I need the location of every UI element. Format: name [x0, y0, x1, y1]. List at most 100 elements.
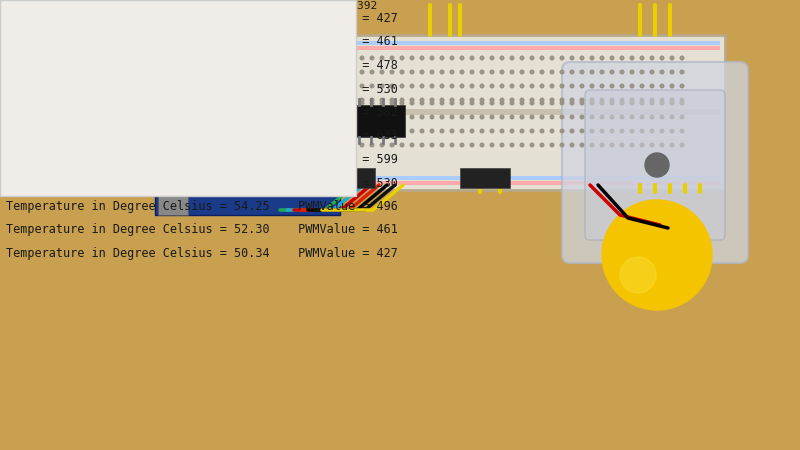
- Circle shape: [370, 115, 374, 119]
- Bar: [80, 176, 720, 180]
- Circle shape: [430, 70, 434, 74]
- Circle shape: [140, 84, 144, 88]
- Circle shape: [550, 129, 554, 133]
- Circle shape: [260, 56, 264, 60]
- Text: Temperature in Degree Celsius = 59.63    PWMValue = 582: Temperature in Degree Celsius = 59.63 PW…: [6, 106, 398, 119]
- Circle shape: [520, 101, 524, 105]
- Circle shape: [250, 98, 254, 102]
- Circle shape: [560, 143, 564, 147]
- Circle shape: [440, 115, 444, 119]
- Circle shape: [250, 101, 254, 105]
- Bar: [75, 35, 725, 190]
- Circle shape: [430, 129, 434, 133]
- Circle shape: [460, 101, 464, 105]
- Circle shape: [190, 101, 194, 105]
- Circle shape: [630, 70, 634, 74]
- Circle shape: [560, 70, 564, 74]
- Circle shape: [580, 98, 584, 102]
- Circle shape: [490, 101, 494, 105]
- Circle shape: [300, 70, 304, 74]
- Circle shape: [130, 56, 134, 60]
- Circle shape: [470, 143, 474, 147]
- Circle shape: [310, 84, 314, 88]
- Circle shape: [670, 84, 674, 88]
- Circle shape: [490, 115, 494, 119]
- Circle shape: [230, 98, 234, 102]
- Circle shape: [230, 70, 234, 74]
- Circle shape: [350, 129, 354, 133]
- Circle shape: [150, 115, 154, 119]
- Circle shape: [240, 98, 244, 102]
- Circle shape: [560, 84, 564, 88]
- Circle shape: [650, 129, 654, 133]
- Circle shape: [470, 84, 474, 88]
- Bar: [195, 60, 203, 78]
- Circle shape: [270, 56, 274, 60]
- Circle shape: [530, 101, 534, 105]
- Circle shape: [160, 56, 164, 60]
- Circle shape: [320, 56, 324, 60]
- Circle shape: [440, 98, 444, 102]
- Circle shape: [610, 101, 614, 105]
- Circle shape: [360, 84, 364, 88]
- Circle shape: [530, 115, 534, 119]
- Circle shape: [280, 101, 284, 105]
- Circle shape: [250, 84, 254, 88]
- Circle shape: [580, 56, 584, 60]
- Circle shape: [500, 115, 504, 119]
- Circle shape: [270, 115, 274, 119]
- Circle shape: [270, 98, 274, 102]
- Circle shape: [520, 84, 524, 88]
- Circle shape: [510, 143, 514, 147]
- Circle shape: [220, 84, 224, 88]
- Circle shape: [680, 115, 684, 119]
- Circle shape: [320, 115, 324, 119]
- Circle shape: [290, 56, 294, 60]
- Circle shape: [180, 98, 184, 102]
- Circle shape: [400, 70, 404, 74]
- Circle shape: [230, 129, 234, 133]
- Circle shape: [370, 70, 374, 74]
- Circle shape: [460, 98, 464, 102]
- Circle shape: [120, 98, 124, 102]
- Circle shape: [590, 129, 594, 133]
- Circle shape: [490, 56, 494, 60]
- Circle shape: [640, 115, 644, 119]
- Circle shape: [460, 84, 464, 88]
- Circle shape: [640, 143, 644, 147]
- Circle shape: [190, 98, 194, 102]
- Circle shape: [300, 129, 304, 133]
- Circle shape: [260, 101, 264, 105]
- Circle shape: [160, 84, 164, 88]
- Circle shape: [610, 56, 614, 60]
- Circle shape: [380, 115, 384, 119]
- Circle shape: [90, 143, 94, 147]
- Circle shape: [220, 70, 224, 74]
- Circle shape: [90, 84, 94, 88]
- Circle shape: [580, 129, 584, 133]
- Circle shape: [320, 143, 324, 147]
- Circle shape: [100, 70, 104, 74]
- Circle shape: [680, 98, 684, 102]
- Circle shape: [440, 84, 444, 88]
- Circle shape: [310, 70, 314, 74]
- Circle shape: [290, 129, 294, 133]
- Circle shape: [340, 129, 344, 133]
- Circle shape: [190, 84, 194, 88]
- Circle shape: [620, 257, 656, 293]
- Circle shape: [430, 115, 434, 119]
- Circle shape: [170, 143, 174, 147]
- Bar: [80, 41, 720, 45]
- Circle shape: [100, 84, 104, 88]
- Circle shape: [360, 101, 364, 105]
- Circle shape: [210, 143, 214, 147]
- Circle shape: [100, 143, 104, 147]
- Circle shape: [500, 98, 504, 102]
- Circle shape: [170, 84, 174, 88]
- Circle shape: [100, 98, 104, 102]
- Circle shape: [160, 129, 164, 133]
- Circle shape: [120, 56, 124, 60]
- Circle shape: [180, 143, 184, 147]
- Circle shape: [610, 129, 614, 133]
- Circle shape: [420, 129, 424, 133]
